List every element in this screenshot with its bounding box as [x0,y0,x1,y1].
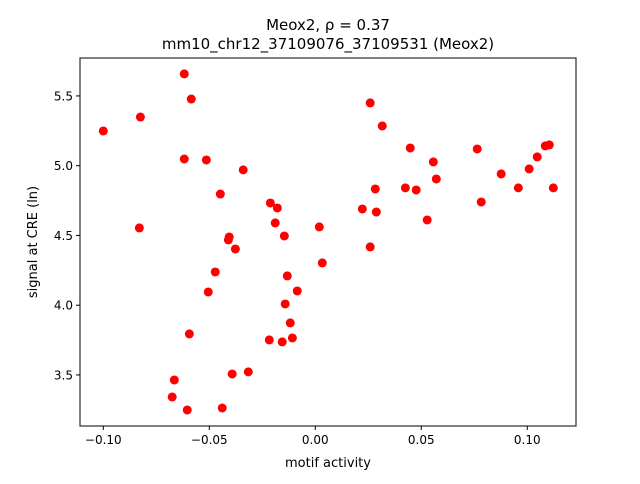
data-point [169,375,179,385]
data-point [513,183,523,193]
data-point [496,169,506,179]
chart-title-line1: Meox2, ρ = 0.37 [266,16,390,34]
data-point [532,152,542,162]
y-tick-label: 5.5 [54,89,73,103]
chart-title-line2: mm10_chr12_37109076_37109531 (Meox2) [162,35,494,54]
data-point [201,155,211,165]
x-tick-label: 0.10 [514,433,541,447]
data-point [371,207,381,217]
data-point [370,184,380,194]
data-point [217,403,227,413]
x-tick-label: −0.05 [191,433,228,447]
x-tick-label: 0.05 [408,433,435,447]
data-point [184,329,194,339]
data-point [98,126,108,136]
data-points [98,69,558,415]
y-tick-label: 4.0 [54,299,73,313]
data-point [282,271,292,281]
data-point [472,144,482,154]
data-point [272,203,282,213]
data-point [377,121,387,131]
data-point [264,335,274,345]
data-point [279,231,289,241]
data-point [357,204,367,214]
x-axis: −0.10 −0.05 0.00 0.05 0.10 [85,426,541,447]
data-point [405,143,415,153]
plot-frame [79,57,577,427]
data-point [365,242,375,252]
x-tick-label: −0.10 [85,433,122,447]
data-point [238,165,248,175]
y-tick-label: 3.5 [54,368,73,382]
data-point [544,140,554,150]
data-point [428,157,438,167]
data-point [134,223,144,233]
data-point [524,164,534,174]
data-point [203,287,213,297]
data-point [280,299,290,309]
data-point [422,215,432,225]
data-point [210,267,220,277]
x-axis-label: motif activity [285,456,371,471]
y-axis-label: signal at CRE (ln) [26,186,41,298]
data-point [227,369,237,379]
data-point [182,405,192,415]
data-point [223,235,233,245]
data-point [265,198,275,208]
data-point [167,392,177,402]
data-point [411,185,421,195]
data-point [317,258,327,268]
data-point [186,94,196,104]
y-axis: 3.5 4.0 4.5 5.0 5.5 [54,89,80,382]
data-point [270,218,280,228]
y-tick-label: 5.0 [54,159,73,173]
x-tick-label: 0.00 [302,433,329,447]
data-point [314,222,324,232]
data-point [400,183,410,193]
data-point [285,318,295,328]
data-point [365,98,375,108]
data-point [287,333,297,343]
data-point [277,337,287,347]
data-point [230,244,240,254]
data-point [179,69,189,79]
data-point [179,154,189,164]
data-point [292,286,302,296]
data-point [135,112,145,122]
data-point [476,197,486,207]
data-point [243,367,253,377]
data-point [548,183,558,193]
data-point [431,174,441,184]
data-point [215,189,225,199]
y-tick-label: 4.5 [54,229,73,243]
